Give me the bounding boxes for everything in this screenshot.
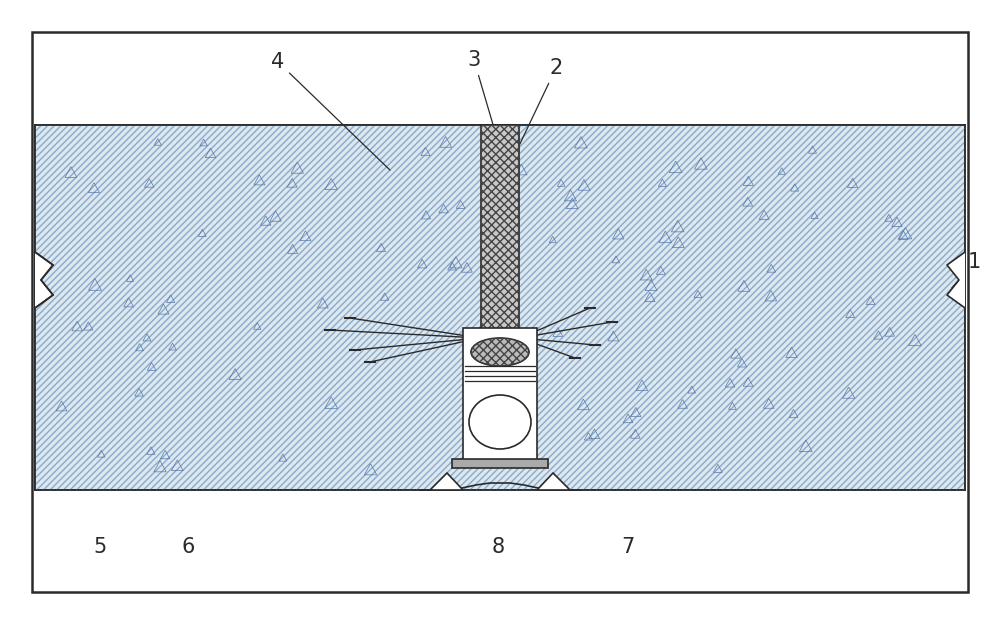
- Text: 5: 5: [93, 537, 107, 557]
- Text: 1: 1: [952, 252, 981, 288]
- Text: 3: 3: [467, 50, 498, 142]
- Polygon shape: [463, 328, 537, 462]
- Text: 7: 7: [621, 537, 635, 557]
- Text: 2: 2: [519, 58, 563, 145]
- Polygon shape: [452, 459, 548, 468]
- Text: 6: 6: [181, 537, 195, 557]
- Polygon shape: [537, 473, 570, 490]
- Ellipse shape: [469, 395, 531, 449]
- Text: 8: 8: [491, 537, 505, 557]
- Text: 4: 4: [271, 52, 390, 170]
- Polygon shape: [35, 252, 53, 308]
- Polygon shape: [947, 252, 965, 308]
- Polygon shape: [35, 252, 53, 308]
- Polygon shape: [430, 473, 463, 490]
- Polygon shape: [481, 125, 519, 333]
- Polygon shape: [35, 125, 965, 490]
- Ellipse shape: [471, 338, 529, 366]
